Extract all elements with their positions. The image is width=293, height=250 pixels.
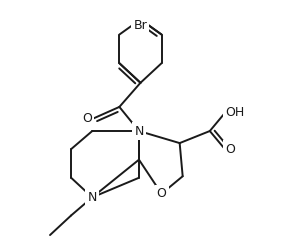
Text: OH: OH (225, 106, 244, 120)
Text: O: O (82, 112, 92, 126)
Text: Br: Br (134, 20, 147, 32)
Text: O: O (157, 187, 166, 200)
Text: O: O (225, 142, 235, 156)
Text: N: N (134, 124, 144, 138)
Text: N: N (88, 191, 97, 204)
